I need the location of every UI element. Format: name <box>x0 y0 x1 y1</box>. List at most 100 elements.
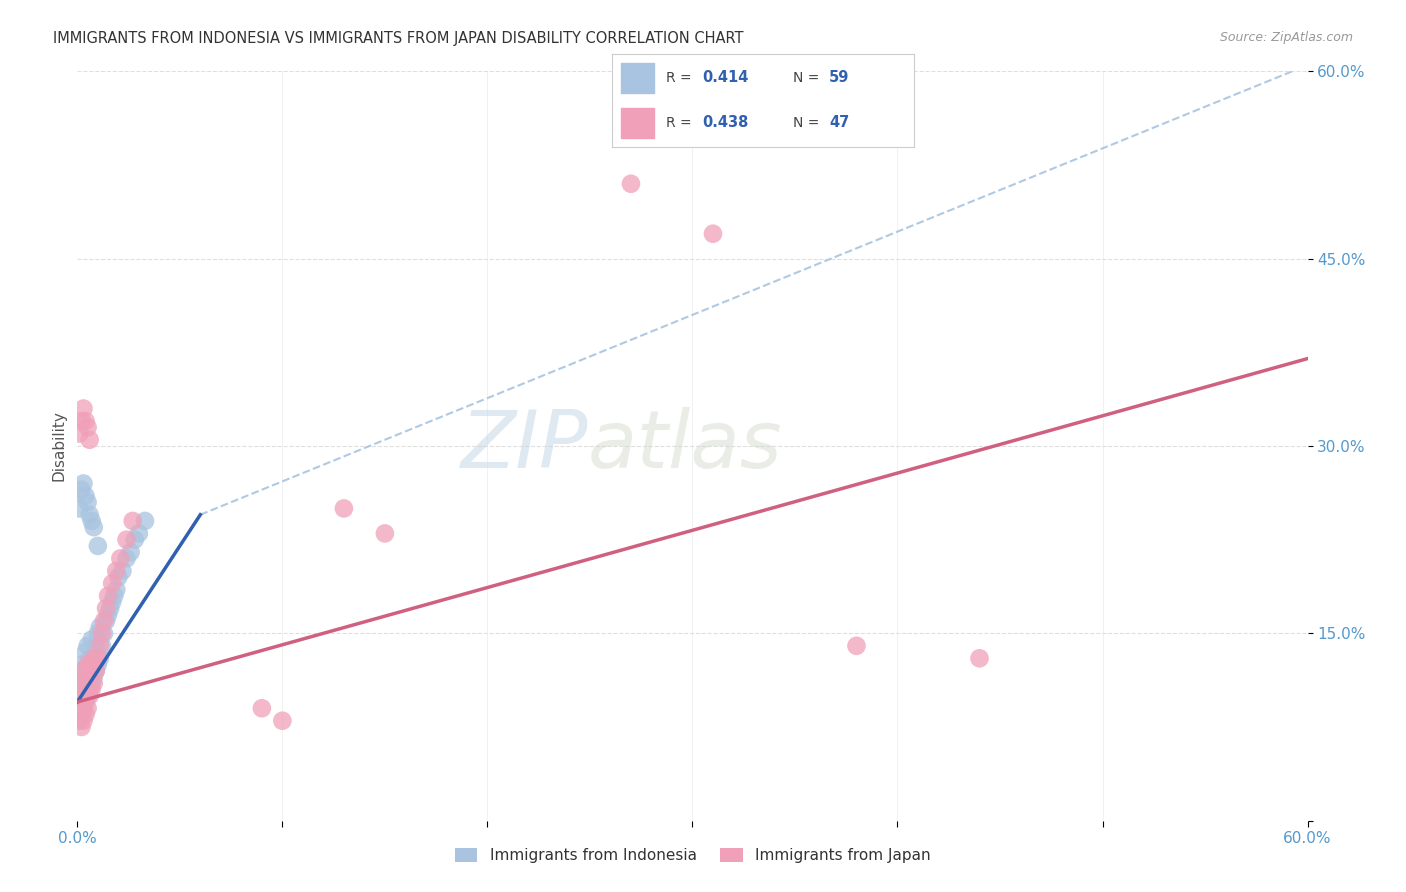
Point <box>79 433 101 447</box>
Point <box>374 526 396 541</box>
Point <box>76 689 98 703</box>
Text: 0.438: 0.438 <box>703 115 748 130</box>
Point <box>80 632 103 647</box>
Point <box>67 676 90 690</box>
Point <box>90 626 114 640</box>
Point <box>70 720 93 734</box>
Point <box>134 514 156 528</box>
Point <box>94 601 117 615</box>
Point <box>105 582 128 597</box>
Point <box>76 420 98 434</box>
Point <box>67 501 90 516</box>
Point <box>72 401 94 416</box>
Point <box>72 695 94 709</box>
Text: R =: R = <box>666 116 696 130</box>
Point <box>67 701 90 715</box>
Point <box>67 426 90 441</box>
Point <box>70 682 93 697</box>
Point <box>101 595 124 609</box>
Point <box>84 664 107 678</box>
Point <box>72 476 94 491</box>
Point <box>79 670 101 684</box>
Point <box>80 676 103 690</box>
Point <box>76 639 98 653</box>
Point <box>83 651 105 665</box>
Point <box>67 689 90 703</box>
Point <box>70 682 93 697</box>
Point <box>93 626 115 640</box>
Point <box>84 639 107 653</box>
Point <box>107 570 129 584</box>
Point <box>620 177 643 191</box>
Point <box>80 657 103 672</box>
Point <box>72 664 94 678</box>
Point <box>76 682 98 697</box>
Point <box>80 682 103 697</box>
Point <box>97 589 120 603</box>
Point <box>75 682 97 697</box>
Point <box>75 645 97 659</box>
Point <box>111 564 134 578</box>
Point <box>94 614 117 628</box>
Text: atlas: atlas <box>588 407 783 485</box>
Text: 47: 47 <box>830 115 849 130</box>
Text: Source: ZipAtlas.com: Source: ZipAtlas.com <box>1219 31 1353 45</box>
Point <box>79 689 101 703</box>
Point <box>83 676 105 690</box>
Point <box>76 657 98 672</box>
Point <box>101 576 124 591</box>
Point <box>90 639 114 653</box>
Point <box>72 701 94 715</box>
Point <box>67 689 90 703</box>
Point <box>76 495 98 509</box>
Point <box>271 714 294 728</box>
Point <box>87 626 110 640</box>
Point <box>93 614 115 628</box>
Point <box>67 664 90 678</box>
Point <box>80 514 103 528</box>
Legend: Immigrants from Indonesia, Immigrants from Japan: Immigrants from Indonesia, Immigrants fr… <box>449 842 936 869</box>
Point <box>84 664 107 678</box>
Point <box>124 533 146 547</box>
Point <box>70 695 93 709</box>
Point <box>70 670 93 684</box>
Point <box>75 707 97 722</box>
Bar <box>620 63 654 93</box>
Point <box>702 227 724 241</box>
Point <box>67 714 90 728</box>
Point <box>105 564 128 578</box>
Point <box>333 501 356 516</box>
Point <box>76 701 98 715</box>
Point <box>70 414 93 428</box>
Point <box>75 670 97 684</box>
Bar <box>620 108 654 138</box>
Point <box>98 601 121 615</box>
Point <box>89 620 111 634</box>
Point <box>79 682 101 697</box>
Point <box>75 414 97 428</box>
Point <box>969 651 991 665</box>
Point <box>845 639 868 653</box>
Point <box>76 664 98 678</box>
Point <box>83 520 105 534</box>
Text: N =: N = <box>793 116 824 130</box>
Point <box>75 664 97 678</box>
Point <box>115 551 138 566</box>
Point <box>75 489 97 503</box>
Point <box>75 689 97 703</box>
Y-axis label: Disability: Disability <box>51 410 66 482</box>
Point <box>70 701 93 715</box>
Point <box>121 514 143 528</box>
Point <box>70 483 93 497</box>
Point <box>79 670 101 684</box>
Point <box>120 545 142 559</box>
Point <box>87 651 110 665</box>
Point <box>72 676 94 690</box>
Point <box>128 526 150 541</box>
Point <box>70 657 93 672</box>
Point <box>97 607 120 622</box>
Point <box>79 651 101 665</box>
Point <box>67 701 90 715</box>
Point <box>83 670 105 684</box>
Text: R =: R = <box>666 70 696 85</box>
